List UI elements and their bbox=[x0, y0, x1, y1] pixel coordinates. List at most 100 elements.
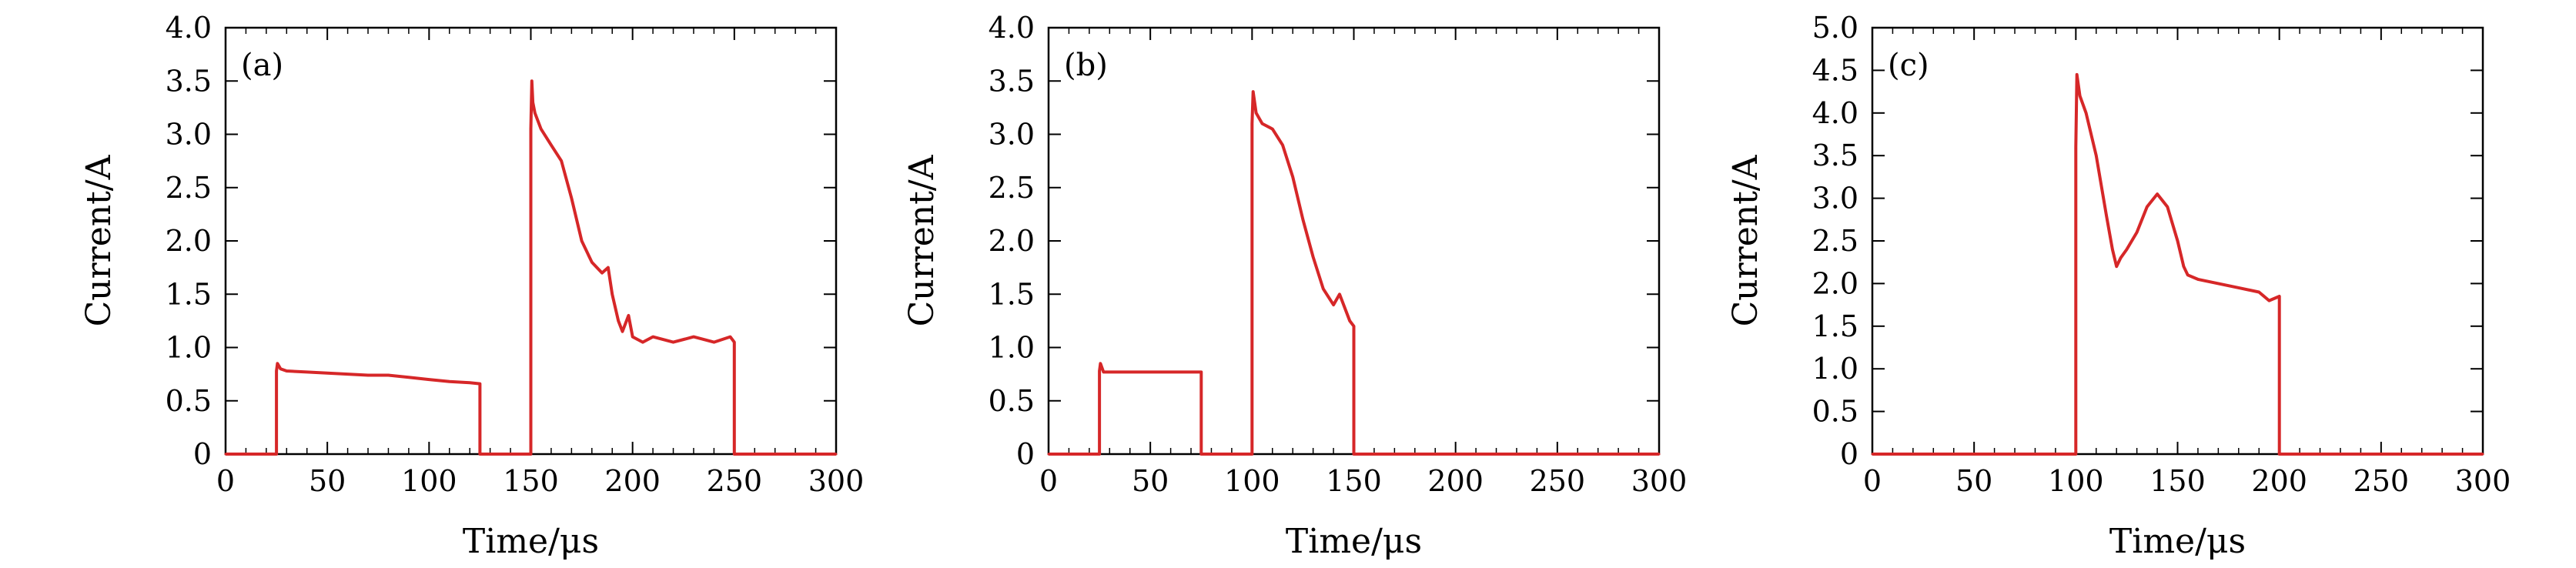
y-tick-label: 3.5 bbox=[989, 64, 1035, 98]
y-tick-label: 2.0 bbox=[989, 224, 1035, 258]
data-point bbox=[1255, 112, 1258, 115]
x-tick-label: 300 bbox=[808, 464, 865, 498]
x-axis-title: Time/μs bbox=[2109, 522, 2246, 561]
data-point bbox=[540, 128, 543, 131]
data-point bbox=[627, 314, 630, 317]
y-tick-label: 3.0 bbox=[166, 118, 212, 152]
data-point bbox=[2079, 95, 2082, 98]
data-point bbox=[2216, 282, 2220, 285]
data-point bbox=[2085, 112, 2088, 115]
data-point bbox=[366, 374, 370, 377]
data-point bbox=[733, 341, 736, 344]
x-tick-label: 50 bbox=[1132, 464, 1169, 498]
data-point bbox=[1250, 122, 1253, 125]
y-tick-label: 1.5 bbox=[989, 277, 1035, 311]
y-tick-label: 2.5 bbox=[166, 171, 212, 205]
x-axis-title: Time/μs bbox=[1286, 522, 1422, 561]
y-tick-label: 3.0 bbox=[989, 118, 1035, 152]
data-point bbox=[2105, 214, 2108, 217]
data-point bbox=[530, 453, 532, 456]
data-point bbox=[1139, 370, 1142, 373]
data-point bbox=[326, 372, 329, 375]
data-point bbox=[550, 143, 553, 146]
data-point bbox=[580, 239, 584, 242]
data-point bbox=[733, 453, 736, 456]
data-point bbox=[285, 369, 288, 373]
y-tick-label: 0 bbox=[1016, 437, 1035, 471]
data-point bbox=[1102, 370, 1105, 373]
data-point bbox=[607, 266, 610, 269]
y-tick-label: 3.5 bbox=[166, 64, 212, 98]
data-point bbox=[1353, 453, 1355, 456]
data-point bbox=[2125, 248, 2128, 251]
x-tick-label: 150 bbox=[503, 464, 559, 498]
x-tick-label: 250 bbox=[2354, 464, 2410, 498]
data-point bbox=[641, 341, 644, 344]
data-point bbox=[2186, 273, 2190, 276]
data-point bbox=[617, 319, 620, 322]
x-tick-label: 200 bbox=[1427, 464, 1484, 498]
data-point bbox=[534, 112, 537, 115]
data-point bbox=[346, 373, 350, 376]
data-point bbox=[279, 367, 282, 370]
x-tick-label: 0 bbox=[1863, 464, 1882, 498]
chart-panel: 0 50 100 150 200 250 300 0 0.5 1.0 1.5 2.0 2.5 3.0 3.5… bbox=[79, 11, 864, 561]
data-point bbox=[448, 380, 451, 383]
data-point bbox=[2095, 154, 2098, 157]
data-point bbox=[1344, 309, 1347, 312]
y-tick-label: 3.0 bbox=[1812, 182, 1858, 216]
x-tick-label: 200 bbox=[604, 464, 661, 498]
x-tick-label: 100 bbox=[1224, 464, 1280, 498]
panel-label: (a) bbox=[241, 48, 283, 83]
data-point bbox=[2156, 192, 2159, 195]
data-point bbox=[2176, 239, 2179, 242]
data-point bbox=[1250, 453, 1253, 456]
data-point bbox=[1312, 256, 1315, 259]
y-tick-label: 0.5 bbox=[989, 384, 1035, 418]
x-tick-label: 250 bbox=[707, 464, 763, 498]
data-point bbox=[1199, 370, 1203, 373]
data-point bbox=[1871, 453, 1874, 456]
chart-panel: 0 50 100 150 200 250 300 0 0.5 1.0 1.5 2.0 2.5 3.0 3.5… bbox=[1726, 11, 2511, 561]
y-tick-label: 1.0 bbox=[1812, 352, 1858, 386]
data-point bbox=[1338, 292, 1341, 296]
data-point bbox=[1271, 128, 1274, 131]
y-tick-label: 2.5 bbox=[1812, 224, 1858, 258]
x-tick-label: 150 bbox=[1326, 464, 1382, 498]
current-series-line bbox=[1049, 90, 1659, 456]
y-tick-label: 1.0 bbox=[989, 331, 1035, 365]
data-point bbox=[729, 336, 732, 339]
data-point bbox=[1252, 90, 1255, 93]
data-point bbox=[427, 378, 430, 381]
data-point bbox=[531, 101, 534, 104]
data-point bbox=[1291, 175, 1294, 179]
data-point bbox=[386, 374, 390, 377]
data-point bbox=[2237, 286, 2240, 289]
data-point bbox=[478, 453, 481, 456]
x-tick-label: 0 bbox=[1039, 464, 1058, 498]
data-point bbox=[306, 370, 309, 373]
data-point bbox=[468, 381, 471, 384]
data-point bbox=[2278, 295, 2281, 298]
x-tick-label: 300 bbox=[1631, 464, 1688, 498]
y-tick-label: 1.0 bbox=[166, 331, 212, 365]
data-point bbox=[2267, 299, 2270, 302]
data-point bbox=[478, 383, 481, 386]
data-point bbox=[621, 330, 624, 333]
data-point bbox=[1047, 453, 1050, 456]
y-tick-label: 1.5 bbox=[1812, 309, 1858, 343]
data-point bbox=[1353, 325, 1355, 328]
data-point bbox=[1658, 453, 1661, 456]
data-point bbox=[2076, 73, 2079, 76]
y-tick-label: 3.5 bbox=[1812, 139, 1858, 172]
data-point bbox=[651, 336, 654, 339]
data-point bbox=[611, 292, 614, 296]
data-point bbox=[1281, 143, 1284, 146]
data-point bbox=[1348, 319, 1351, 322]
y-tick-label: 5.0 bbox=[1812, 11, 1858, 45]
data-point bbox=[1179, 370, 1183, 373]
data-point bbox=[2278, 453, 2281, 456]
chart-panel: 0 50 100 150 200 250 300 0 0.5 1.0 1.5 2.0 2.5 3.0 3.5… bbox=[902, 11, 1687, 561]
data-point bbox=[276, 362, 279, 365]
